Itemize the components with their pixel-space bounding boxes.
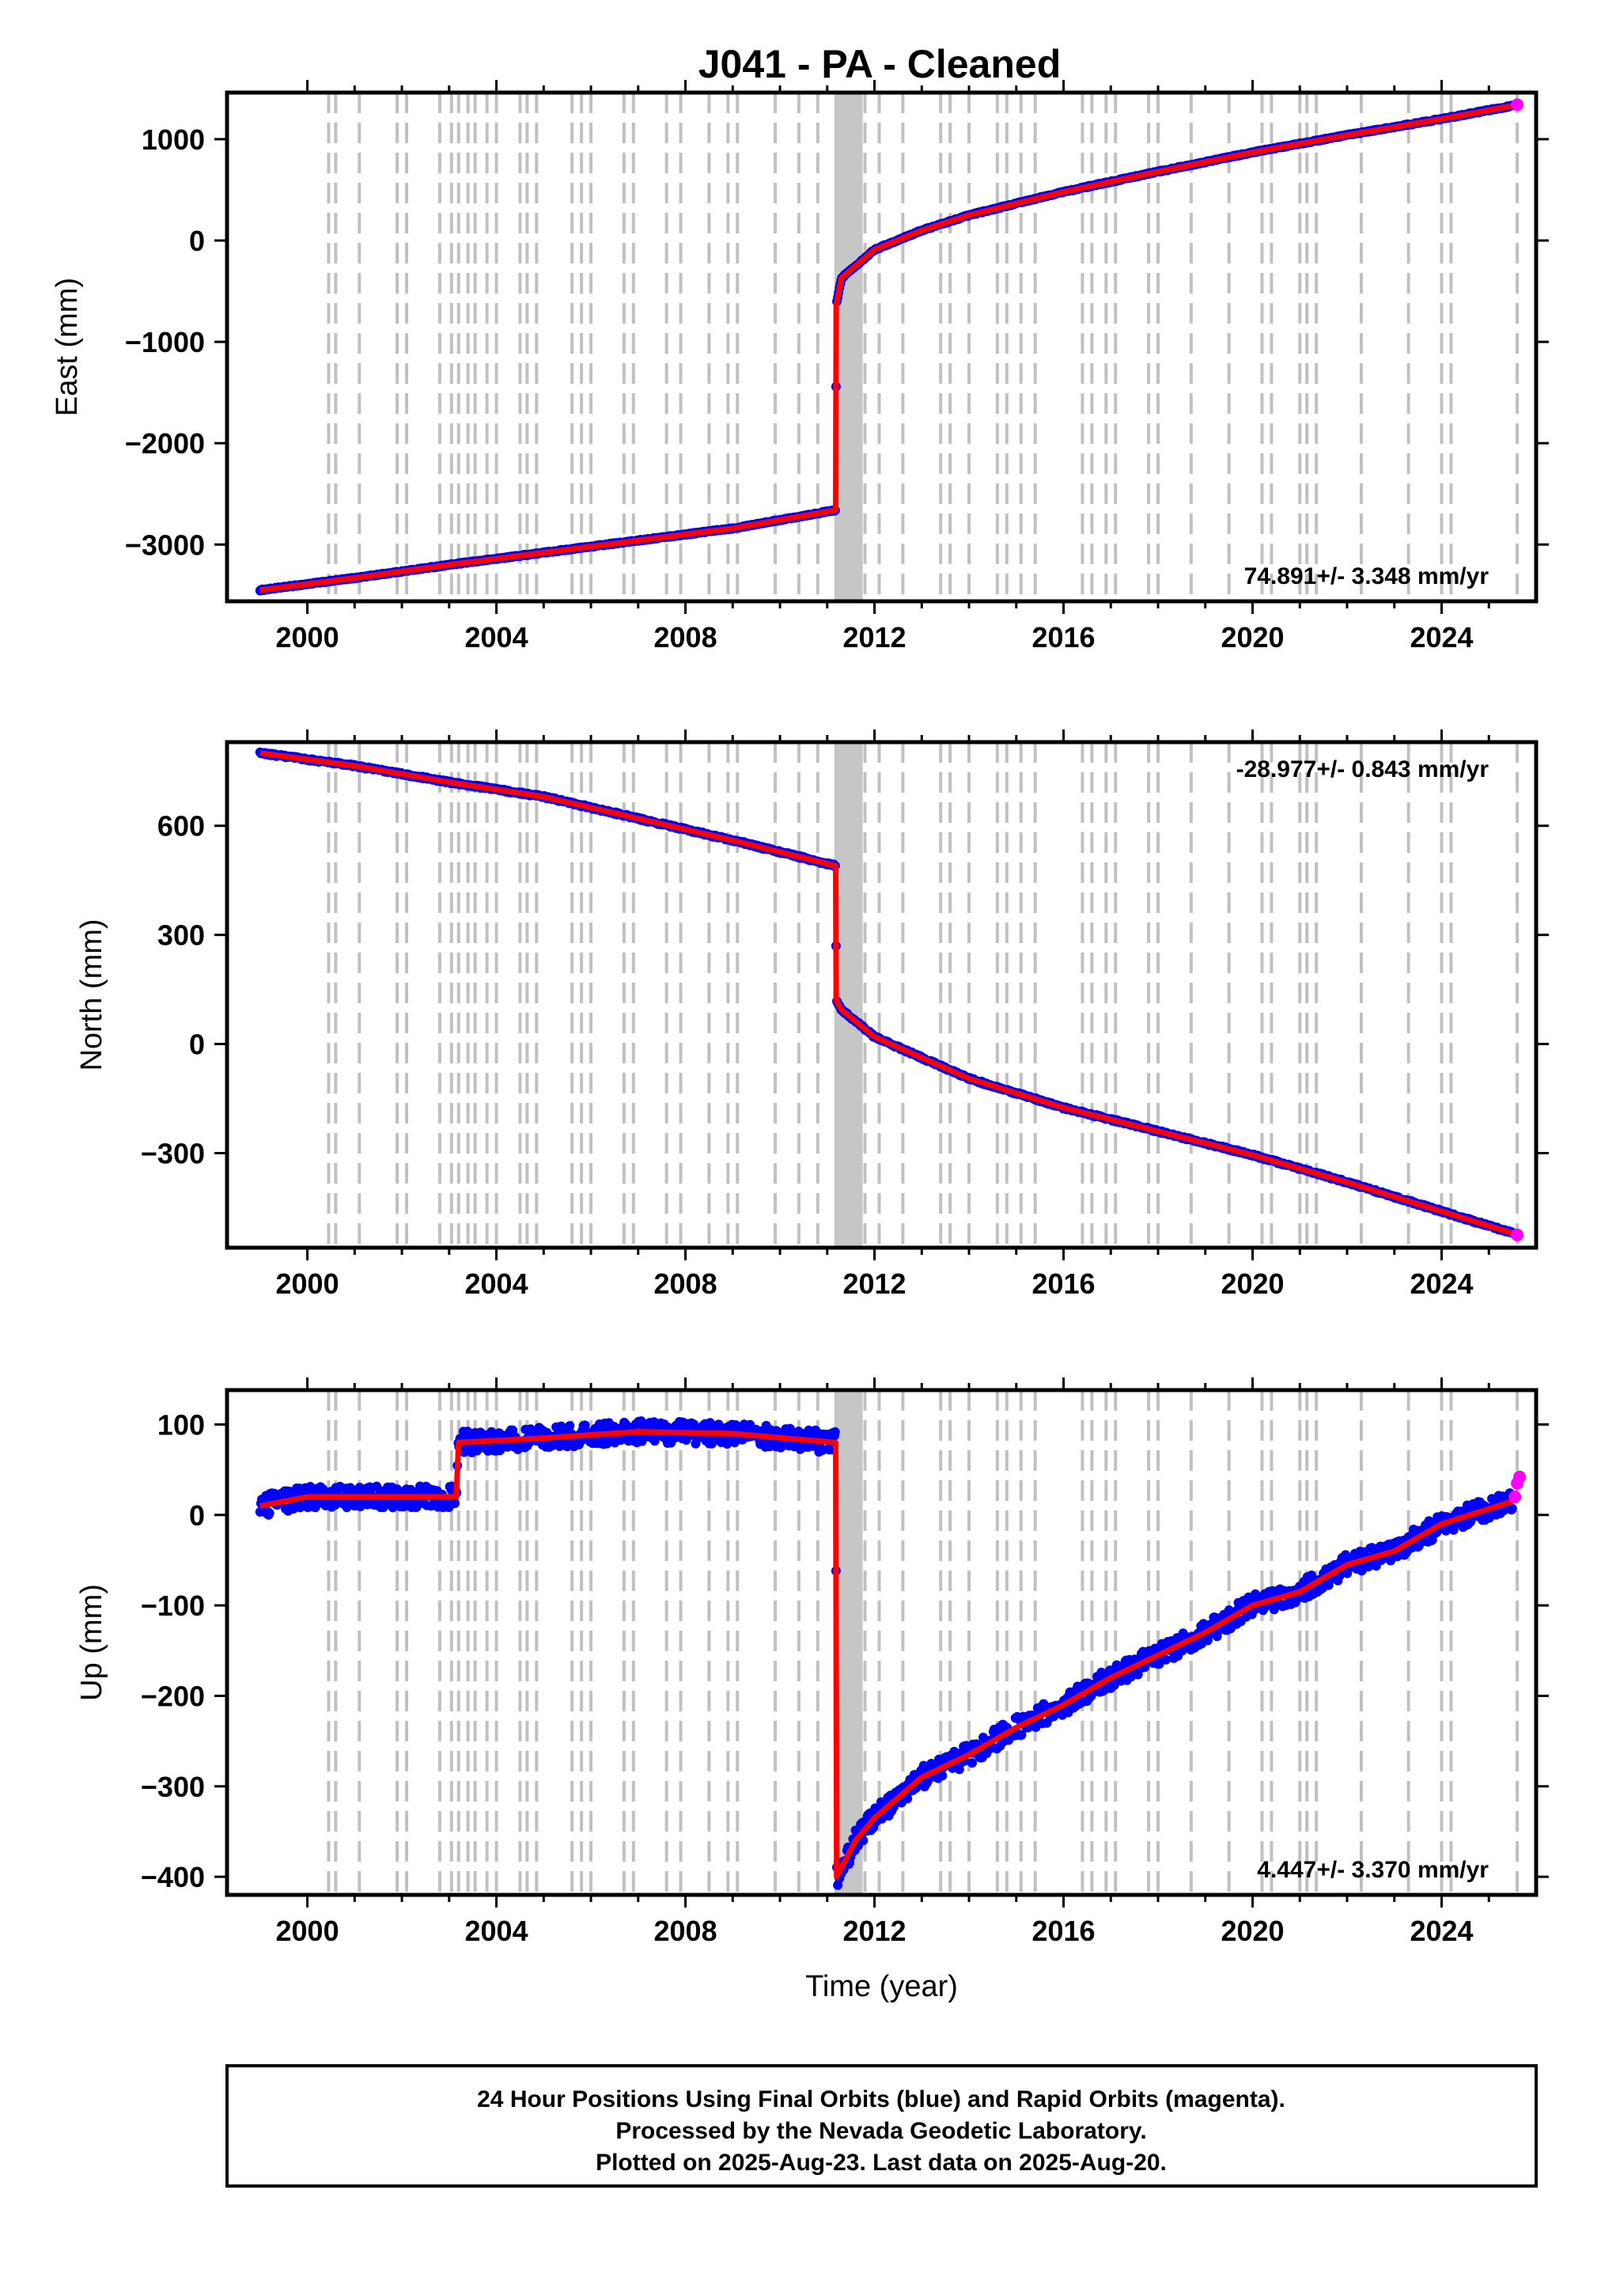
x-axis: 2000 2004 2008 2012 2016 2020 2024	[276, 1377, 1490, 1947]
x-tick-label: 2024	[1410, 1267, 1473, 1300]
x-tick-label: 2008	[654, 621, 717, 654]
y-tick-label: 1000	[142, 123, 205, 156]
x-tick-label: 2004	[465, 1915, 528, 1947]
data-point	[1448, 1525, 1459, 1535]
data-point	[1161, 1654, 1171, 1665]
y-tick-label: 100	[157, 1408, 205, 1441]
event-band	[834, 93, 863, 601]
y-axis-label: East (mm)	[51, 278, 84, 416]
x-tick-label: 2020	[1221, 621, 1284, 654]
rate-label: 4.447+/- 3.370 mm/yr	[1257, 1857, 1489, 1883]
up-panel: 2000 2004 2008 2012 2016 2020 2024 100 0 −100 −200…	[75, 1377, 1549, 2003]
model-line	[259, 1429, 1514, 1880]
data-point	[459, 1447, 469, 1457]
plot-frame	[225, 90, 1539, 604]
x-tick-label: 2016	[1031, 621, 1095, 654]
data-point	[450, 1498, 460, 1509]
y-tick-label: −400	[141, 1861, 205, 1893]
data-point	[1016, 1730, 1027, 1740]
footer-frame	[225, 2064, 1538, 2188]
data-point	[903, 1794, 913, 1804]
rapid-data-point	[1513, 1470, 1527, 1483]
rapid-orbit-points	[1511, 1228, 1524, 1241]
data-point	[967, 1758, 977, 1768]
data-point	[580, 1420, 590, 1430]
event-band	[834, 742, 863, 1248]
x-tick-label: 2004	[465, 621, 528, 654]
x-tick-label: 2000	[276, 1267, 339, 1300]
y-tick-label: 0	[189, 1499, 205, 1532]
footer-line-2: Processed by the Nevada Geodetic Laborat…	[615, 2118, 1146, 2144]
plot-area	[255, 742, 1524, 1248]
y-tick-label: −300	[141, 1771, 205, 1803]
x-axis-label: Time (year)	[805, 1970, 958, 2003]
data-point	[817, 1445, 827, 1455]
y-tick-label: 0	[189, 225, 205, 257]
x-tick-label: 2016	[1031, 1915, 1095, 1947]
y-tick-label: −2000	[125, 427, 205, 460]
data-point	[264, 1508, 274, 1518]
x-tick-label: 2024	[1410, 1915, 1473, 1947]
plot-frame	[225, 740, 1539, 1250]
plot-area	[255, 93, 1524, 601]
y-tick-label: −100	[141, 1589, 205, 1622]
y-axis: 1000 0 −1000 −2000 −3000	[125, 123, 1549, 561]
x-tick-label: 2016	[1031, 1267, 1095, 1300]
data-point	[1507, 1503, 1517, 1514]
y-axis-label: Up (mm)	[75, 1584, 108, 1701]
data-point	[1202, 1635, 1213, 1646]
y-axis: 600 300 0 −300	[141, 810, 1549, 1169]
data-point	[1133, 1669, 1143, 1680]
plot-area	[255, 1390, 1527, 1895]
y-axis-label: North (mm)	[75, 919, 108, 1070]
x-tick-label: 2000	[276, 621, 339, 654]
x-tick-label: 2004	[465, 1267, 528, 1300]
x-tick-label: 2020	[1221, 1267, 1284, 1300]
y-tick-label: −3000	[125, 529, 205, 561]
rate-label: -28.977+/- 0.843 mm/yr	[1236, 756, 1489, 782]
model-line	[259, 750, 1514, 1236]
rapid-orbit-points	[1508, 1470, 1527, 1503]
data-point	[565, 1421, 575, 1431]
x-tick-label: 2012	[842, 621, 906, 654]
x-tick-label: 2024	[1410, 621, 1473, 654]
east-panel: 2000 2004 2008 2012 2016 2020 2024 1000 0 −1000 −2…	[51, 80, 1549, 654]
rate-label: 74.891+/- 3.348 mm/yr	[1244, 563, 1489, 589]
data-point	[937, 1771, 948, 1781]
x-tick-label: 2008	[654, 1267, 717, 1300]
y-tick-label: −300	[141, 1137, 205, 1169]
footer-line-1: 24 Hour Positions Using Final Orbits (bl…	[477, 2086, 1285, 2112]
y-tick-label: −1000	[125, 326, 205, 358]
y-tick-label: 0	[189, 1029, 205, 1061]
x-axis: 2000 2004 2008 2012 2016 2020 2024	[276, 80, 1490, 654]
y-tick-label: −200	[141, 1680, 205, 1712]
x-tick-label: 2020	[1221, 1915, 1284, 1947]
data-point	[1466, 1517, 1476, 1527]
y-axis: 100 0 −100 −200 −300 −400	[141, 1408, 1549, 1893]
rapid-data-point	[1511, 1228, 1524, 1241]
footer-line-3: Plotted on 2025-Aug-23. Last data on 202…	[596, 2150, 1167, 2176]
figure-title: J041 - PA - Cleaned	[698, 42, 1062, 86]
model-line	[259, 103, 1513, 593]
x-tick-label: 2012	[842, 1915, 906, 1947]
data-point	[830, 1426, 840, 1437]
north-panel: 2000 2004 2008 2012 2016 2020 2024 600 300 0 −300 N…	[75, 729, 1549, 1300]
footer-box: 24 Hour Positions Using Final Orbits (bl…	[225, 2064, 1538, 2188]
x-tick-label: 2000	[276, 1915, 339, 1947]
x-tick-label: 2012	[842, 1267, 906, 1300]
data-point	[1212, 1631, 1222, 1642]
x-axis: 2000 2004 2008 2012 2016 2020 2024	[276, 729, 1490, 1300]
rapid-orbit-points	[1511, 98, 1524, 112]
plot-frame	[225, 1388, 1539, 1897]
rapid-data-point	[1508, 1490, 1522, 1503]
y-tick-label: 600	[157, 810, 205, 843]
x-tick-label: 2008	[654, 1915, 717, 1947]
y-tick-label: 300	[157, 919, 205, 952]
data-point	[729, 1438, 740, 1448]
rapid-data-point	[1511, 98, 1524, 112]
